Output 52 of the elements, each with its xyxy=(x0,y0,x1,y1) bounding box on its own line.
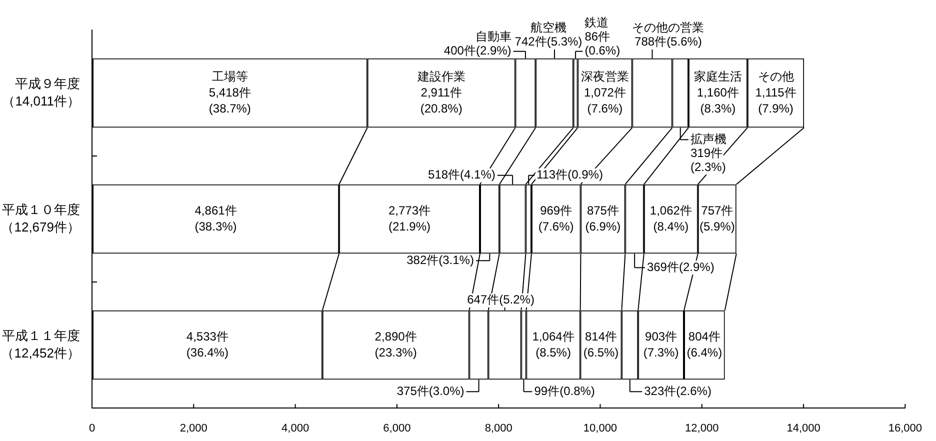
data-label: 382件(3.1%) xyxy=(406,252,474,267)
data-label: 647件(5.2%) xyxy=(467,292,534,307)
data-label: 400件(2.9%) xyxy=(444,44,512,58)
data-label: 903件 (7.3%) xyxy=(643,329,679,360)
data-label: 99件(0.8%) xyxy=(534,384,595,398)
x-tick-label: 6,000 xyxy=(383,422,411,435)
data-label: 375件(3.0%) xyxy=(396,384,464,398)
data-label: 4,861件 (38.3%) xyxy=(194,203,237,234)
data-label: 369件(2.9%) xyxy=(646,260,714,274)
x-tick-label: 0 xyxy=(88,422,96,435)
data-label: 804件 (6.4%) xyxy=(686,329,722,360)
x-tick-label: 12,000 xyxy=(685,422,719,435)
data-label: 1,160件 (8.3%) xyxy=(696,85,739,116)
data-label: 742件(5.3%) xyxy=(514,34,582,49)
data-label: 323件(2.6%) xyxy=(644,384,712,398)
series-label: 拡声機 xyxy=(690,132,726,146)
x-tick-label: 8,000 xyxy=(484,422,512,435)
data-label: 969件 (7.6%) xyxy=(538,203,574,234)
text: 航空機 xyxy=(530,20,566,35)
data-label: 1,064件 (8.5%) xyxy=(532,329,574,360)
series-label: 自動車 xyxy=(475,30,512,44)
y-tick-label: 平成９年度（14,011件） xyxy=(2,76,80,108)
x-tick-label: 14,000 xyxy=(786,422,820,435)
text: その他の営業 xyxy=(632,20,704,35)
data-label: 757件 (5.9%) xyxy=(699,203,735,234)
series-label: 深夜営業 xyxy=(580,69,629,84)
data-label: 518件(4.1%) xyxy=(428,168,496,182)
x-tick-label: 4,000 xyxy=(282,422,310,435)
data-label: 1,062件 (8.4%) xyxy=(650,203,692,234)
series-label: その他 xyxy=(758,69,794,84)
y-tick-label: 平成１１年度（12,452件） xyxy=(1,328,80,360)
data-label: 113件(0.9%) xyxy=(536,168,603,182)
x-tick-label: 2,000 xyxy=(180,422,208,435)
data-label: 788件(5.6%) xyxy=(634,34,702,49)
data-label: 86件 (0.6%) xyxy=(584,30,620,58)
data-label: 875件 (6.9%) xyxy=(585,203,621,234)
x-tick-label: 10,000 xyxy=(583,422,618,435)
data-label: 1,115件 (7.9%) xyxy=(755,85,796,116)
series-label: 家庭生活 xyxy=(694,69,742,84)
text: 鉄道 xyxy=(584,16,609,30)
data-label: 2,911件 (20.8%) xyxy=(420,85,462,116)
data-label: 2,890件 (23.3%) xyxy=(374,329,417,360)
series-label: 工場等 xyxy=(212,69,248,84)
data-label: 814件 (6.5%) xyxy=(583,329,619,360)
y-tick-label: 平成１０年度（12,679件） xyxy=(1,202,80,234)
data-label: 319件 (2.3%) xyxy=(690,146,726,174)
data-label: 5,418件 (38.7%) xyxy=(208,85,251,116)
x-tick-label: 16,000 xyxy=(888,422,922,435)
series-label: 建設作業 xyxy=(416,69,466,84)
data-label: 2,773件 (21.9%) xyxy=(388,203,431,234)
data-label: 1,072件 (7.6%) xyxy=(584,85,626,116)
data-label: 4,533件 (36.4%) xyxy=(186,329,228,360)
